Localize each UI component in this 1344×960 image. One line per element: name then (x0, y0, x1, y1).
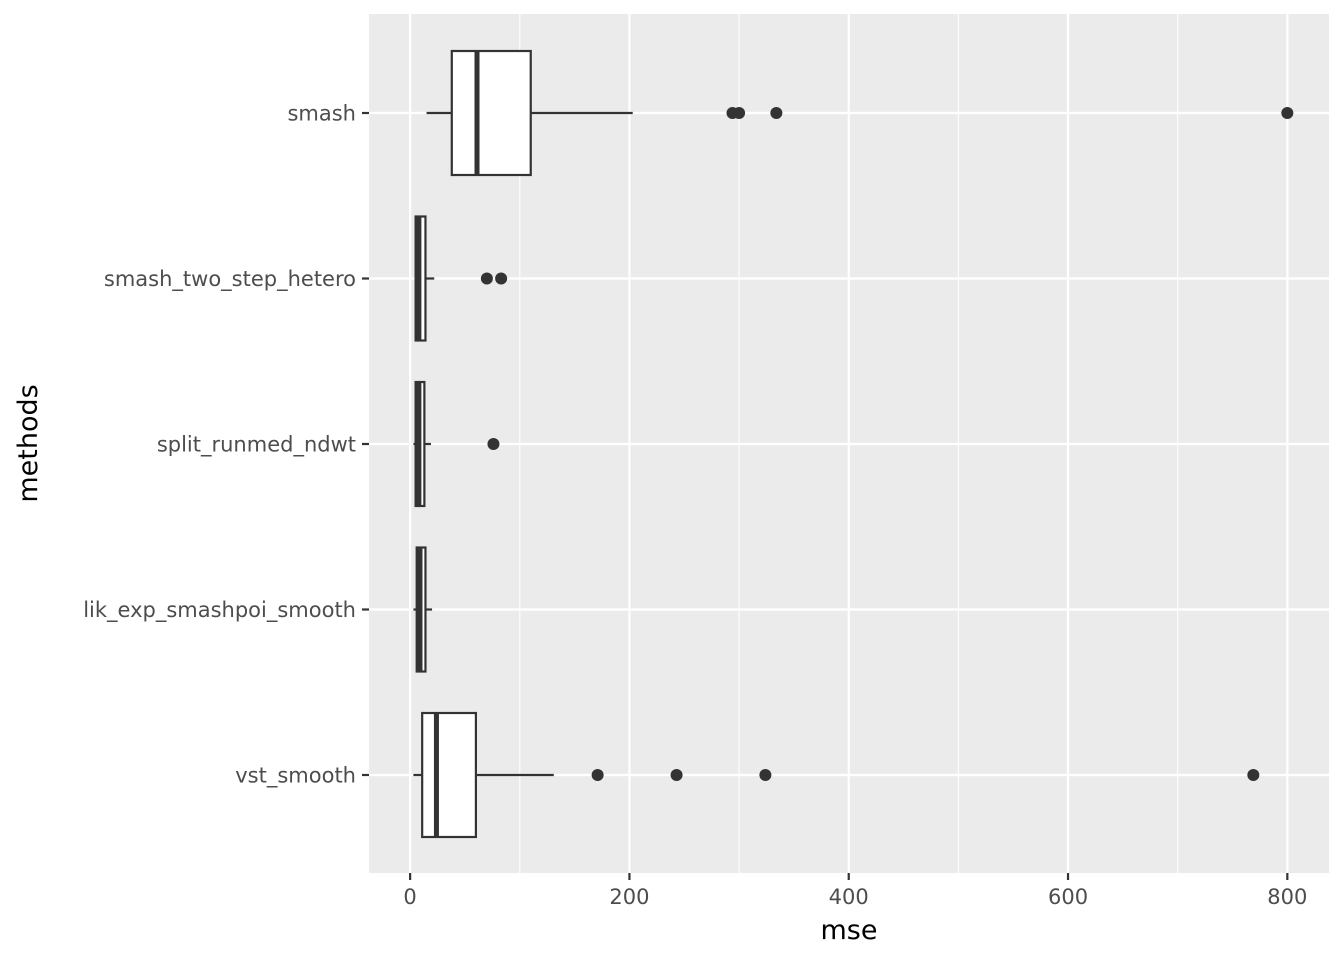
y-axis: smash smash_two_step_hetero split_runmed_n… (83, 102, 369, 789)
box-iqr (421, 711, 478, 839)
x-axis: 0 200 400 600 800 (403, 873, 1307, 909)
outlier-point (670, 769, 683, 781)
x-tick-label: 400 (829, 885, 869, 909)
y-tick-label: smash (287, 102, 356, 126)
outlier-point (480, 272, 493, 285)
outlier-point (1247, 769, 1260, 781)
x-tick-label: 600 (1048, 885, 1088, 909)
outlier-point (770, 107, 783, 119)
x-axis-title: mse (821, 915, 878, 946)
outlier-point (1281, 107, 1294, 119)
box-split_runmed_ndwt (413, 380, 500, 508)
x-tick-label: 800 (1267, 885, 1307, 909)
y-tick-label: lik_exp_smashpoi_smooth (83, 598, 356, 623)
box-iqr (450, 49, 532, 177)
outlier-point (591, 769, 604, 781)
outlier-point (487, 438, 500, 450)
x-tick-label: 200 (609, 885, 649, 909)
y-tick-label: smash_two_step_hetero (104, 267, 356, 292)
y-tick-label: vst_smooth (235, 764, 356, 789)
major-gridlines (369, 14, 1329, 873)
y-axis-title: methods (13, 384, 44, 502)
box-series (413, 49, 1294, 839)
outlier-point (759, 769, 772, 781)
box-lik_exp_smashpoi_smooth (413, 546, 433, 673)
outlier-point (495, 272, 508, 285)
box-smash (426, 49, 1294, 177)
x-tick-label: 0 (403, 885, 416, 909)
y-tick-label: split_runmed_ndwt (157, 433, 356, 458)
outlier-point (733, 107, 746, 119)
box-smash_two_step_hetero (414, 215, 508, 342)
box-vst_smooth (413, 711, 1260, 839)
